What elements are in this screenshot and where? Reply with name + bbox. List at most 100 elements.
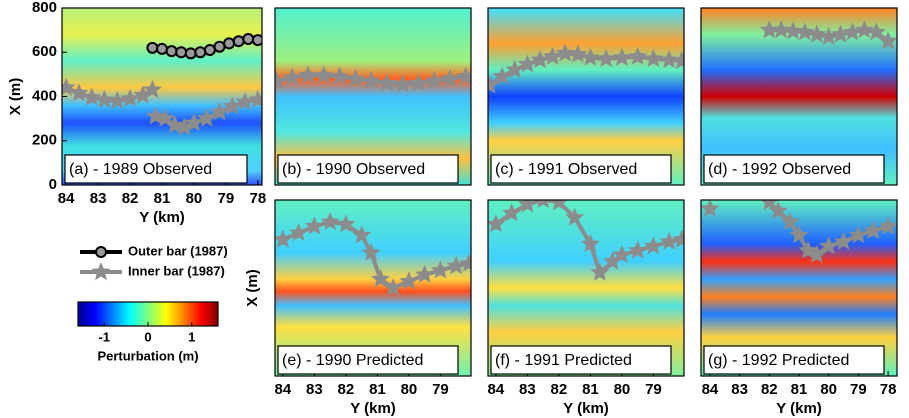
- star-marker: [95, 89, 114, 108]
- star-marker: [842, 22, 862, 41]
- star-marker: [165, 115, 185, 134]
- star-marker: [537, 200, 550, 209]
- x-tick-label: 84: [58, 190, 75, 207]
- x-tick-label: 80: [401, 381, 418, 398]
- star-marker: [314, 65, 334, 84]
- star-marker: [330, 66, 350, 85]
- star-marker: [517, 54, 537, 73]
- star-marker: [659, 50, 679, 69]
- colorbar-tick-label: 0: [144, 329, 151, 344]
- legend-marker: [91, 262, 111, 281]
- star-marker: [275, 229, 293, 248]
- x-tick-label: 82: [551, 381, 568, 398]
- y-tick-label: 0: [49, 176, 57, 193]
- star-marker: [361, 242, 381, 261]
- star-marker: [807, 245, 827, 264]
- frame: [487, 199, 685, 377]
- frame: [274, 199, 472, 377]
- x-tick-label: 82: [761, 381, 778, 398]
- x-tick-label: 83: [306, 381, 323, 398]
- x-axis-label: Y (km): [139, 209, 185, 226]
- panel-label-box: [703, 154, 885, 184]
- star-marker: [643, 48, 663, 67]
- y-tick-label: 600: [32, 43, 57, 60]
- legend-label: Outer bar (1987): [128, 243, 228, 258]
- x-tick-label: 80: [614, 381, 631, 398]
- panel-label-box: [64, 154, 248, 184]
- circle-marker: [232, 35, 245, 48]
- star-marker: [446, 256, 466, 275]
- star-marker: [848, 225, 868, 244]
- legend-label: Inner bar (1987): [128, 263, 225, 278]
- star-marker: [275, 71, 287, 90]
- star-marker: [415, 264, 435, 283]
- star-marker: [82, 87, 102, 106]
- panel-label-box: [277, 345, 459, 375]
- frame: [274, 7, 472, 186]
- y-axis-label: X (m): [244, 269, 261, 307]
- star-marker: [517, 200, 537, 213]
- panel-label: (b) - 1990 Observed: [282, 161, 425, 178]
- colorbar-label: Perturbation (m): [97, 348, 198, 363]
- star-marker: [568, 44, 588, 63]
- star-marker: [142, 79, 162, 98]
- star-marker: [863, 220, 883, 239]
- star-marker: [854, 20, 874, 39]
- circle-marker: [223, 37, 236, 50]
- panel-label: (d) - 1992 Observed: [708, 161, 851, 178]
- star-marker: [550, 200, 568, 211]
- star-marker: [505, 60, 525, 78]
- x-tick-label: 78: [250, 190, 267, 207]
- star-marker: [62, 77, 76, 96]
- star-marker: [831, 24, 851, 43]
- x-tick-label: 80: [820, 381, 837, 398]
- x-tick-label: 80: [186, 190, 203, 207]
- star-marker: [488, 75, 500, 94]
- star-marker: [289, 223, 309, 242]
- star-marker: [345, 68, 365, 87]
- star-marker: [768, 201, 788, 220]
- x-tick-label: 79: [645, 381, 662, 398]
- x-axis-label: Y (km): [563, 400, 609, 417]
- x-tick-label: 84: [702, 381, 719, 398]
- colorbar-tick-label: 1: [188, 329, 195, 344]
- x-axis-label: Y (km): [776, 400, 822, 417]
- panel-label: (c) - 1991 Observed: [495, 161, 637, 178]
- x-tick-label: 81: [791, 381, 808, 398]
- x-tick-label: 79: [850, 381, 867, 398]
- star-marker: [502, 203, 522, 222]
- plot-area: [488, 200, 684, 281]
- circle-marker: [165, 45, 178, 58]
- star-marker: [184, 113, 204, 132]
- star-marker: [628, 46, 648, 65]
- star-marker: [819, 236, 839, 255]
- panel-label-box: [490, 154, 672, 184]
- star-marker: [580, 47, 600, 66]
- circle-marker: [146, 41, 159, 54]
- circle-marker: [251, 34, 262, 47]
- star-marker: [408, 73, 428, 92]
- x-tick-label: 82: [122, 190, 139, 207]
- star-marker: [248, 89, 262, 108]
- star-marker: [377, 73, 397, 92]
- star-marker: [282, 67, 302, 86]
- plot-area: [759, 20, 897, 50]
- star-marker: [807, 24, 827, 43]
- star-marker: [393, 74, 413, 93]
- star-marker: [612, 47, 632, 66]
- star-marker: [304, 216, 324, 235]
- panel-label: (e) - 1990 Predicted: [282, 352, 423, 369]
- star-marker: [659, 231, 679, 250]
- star-marker: [783, 21, 803, 40]
- circle-marker: [203, 44, 216, 57]
- x-tick-label: 83: [90, 190, 107, 207]
- star-marker: [361, 71, 381, 90]
- star-marker: [488, 214, 506, 233]
- circle-marker: [184, 47, 197, 60]
- star-marker: [235, 92, 255, 111]
- star-marker: [878, 31, 897, 50]
- star-marker: [771, 20, 791, 39]
- star-marker: [222, 96, 242, 115]
- star-marker: [612, 245, 632, 264]
- panel-label: (a) - 1989 Observed: [69, 161, 212, 178]
